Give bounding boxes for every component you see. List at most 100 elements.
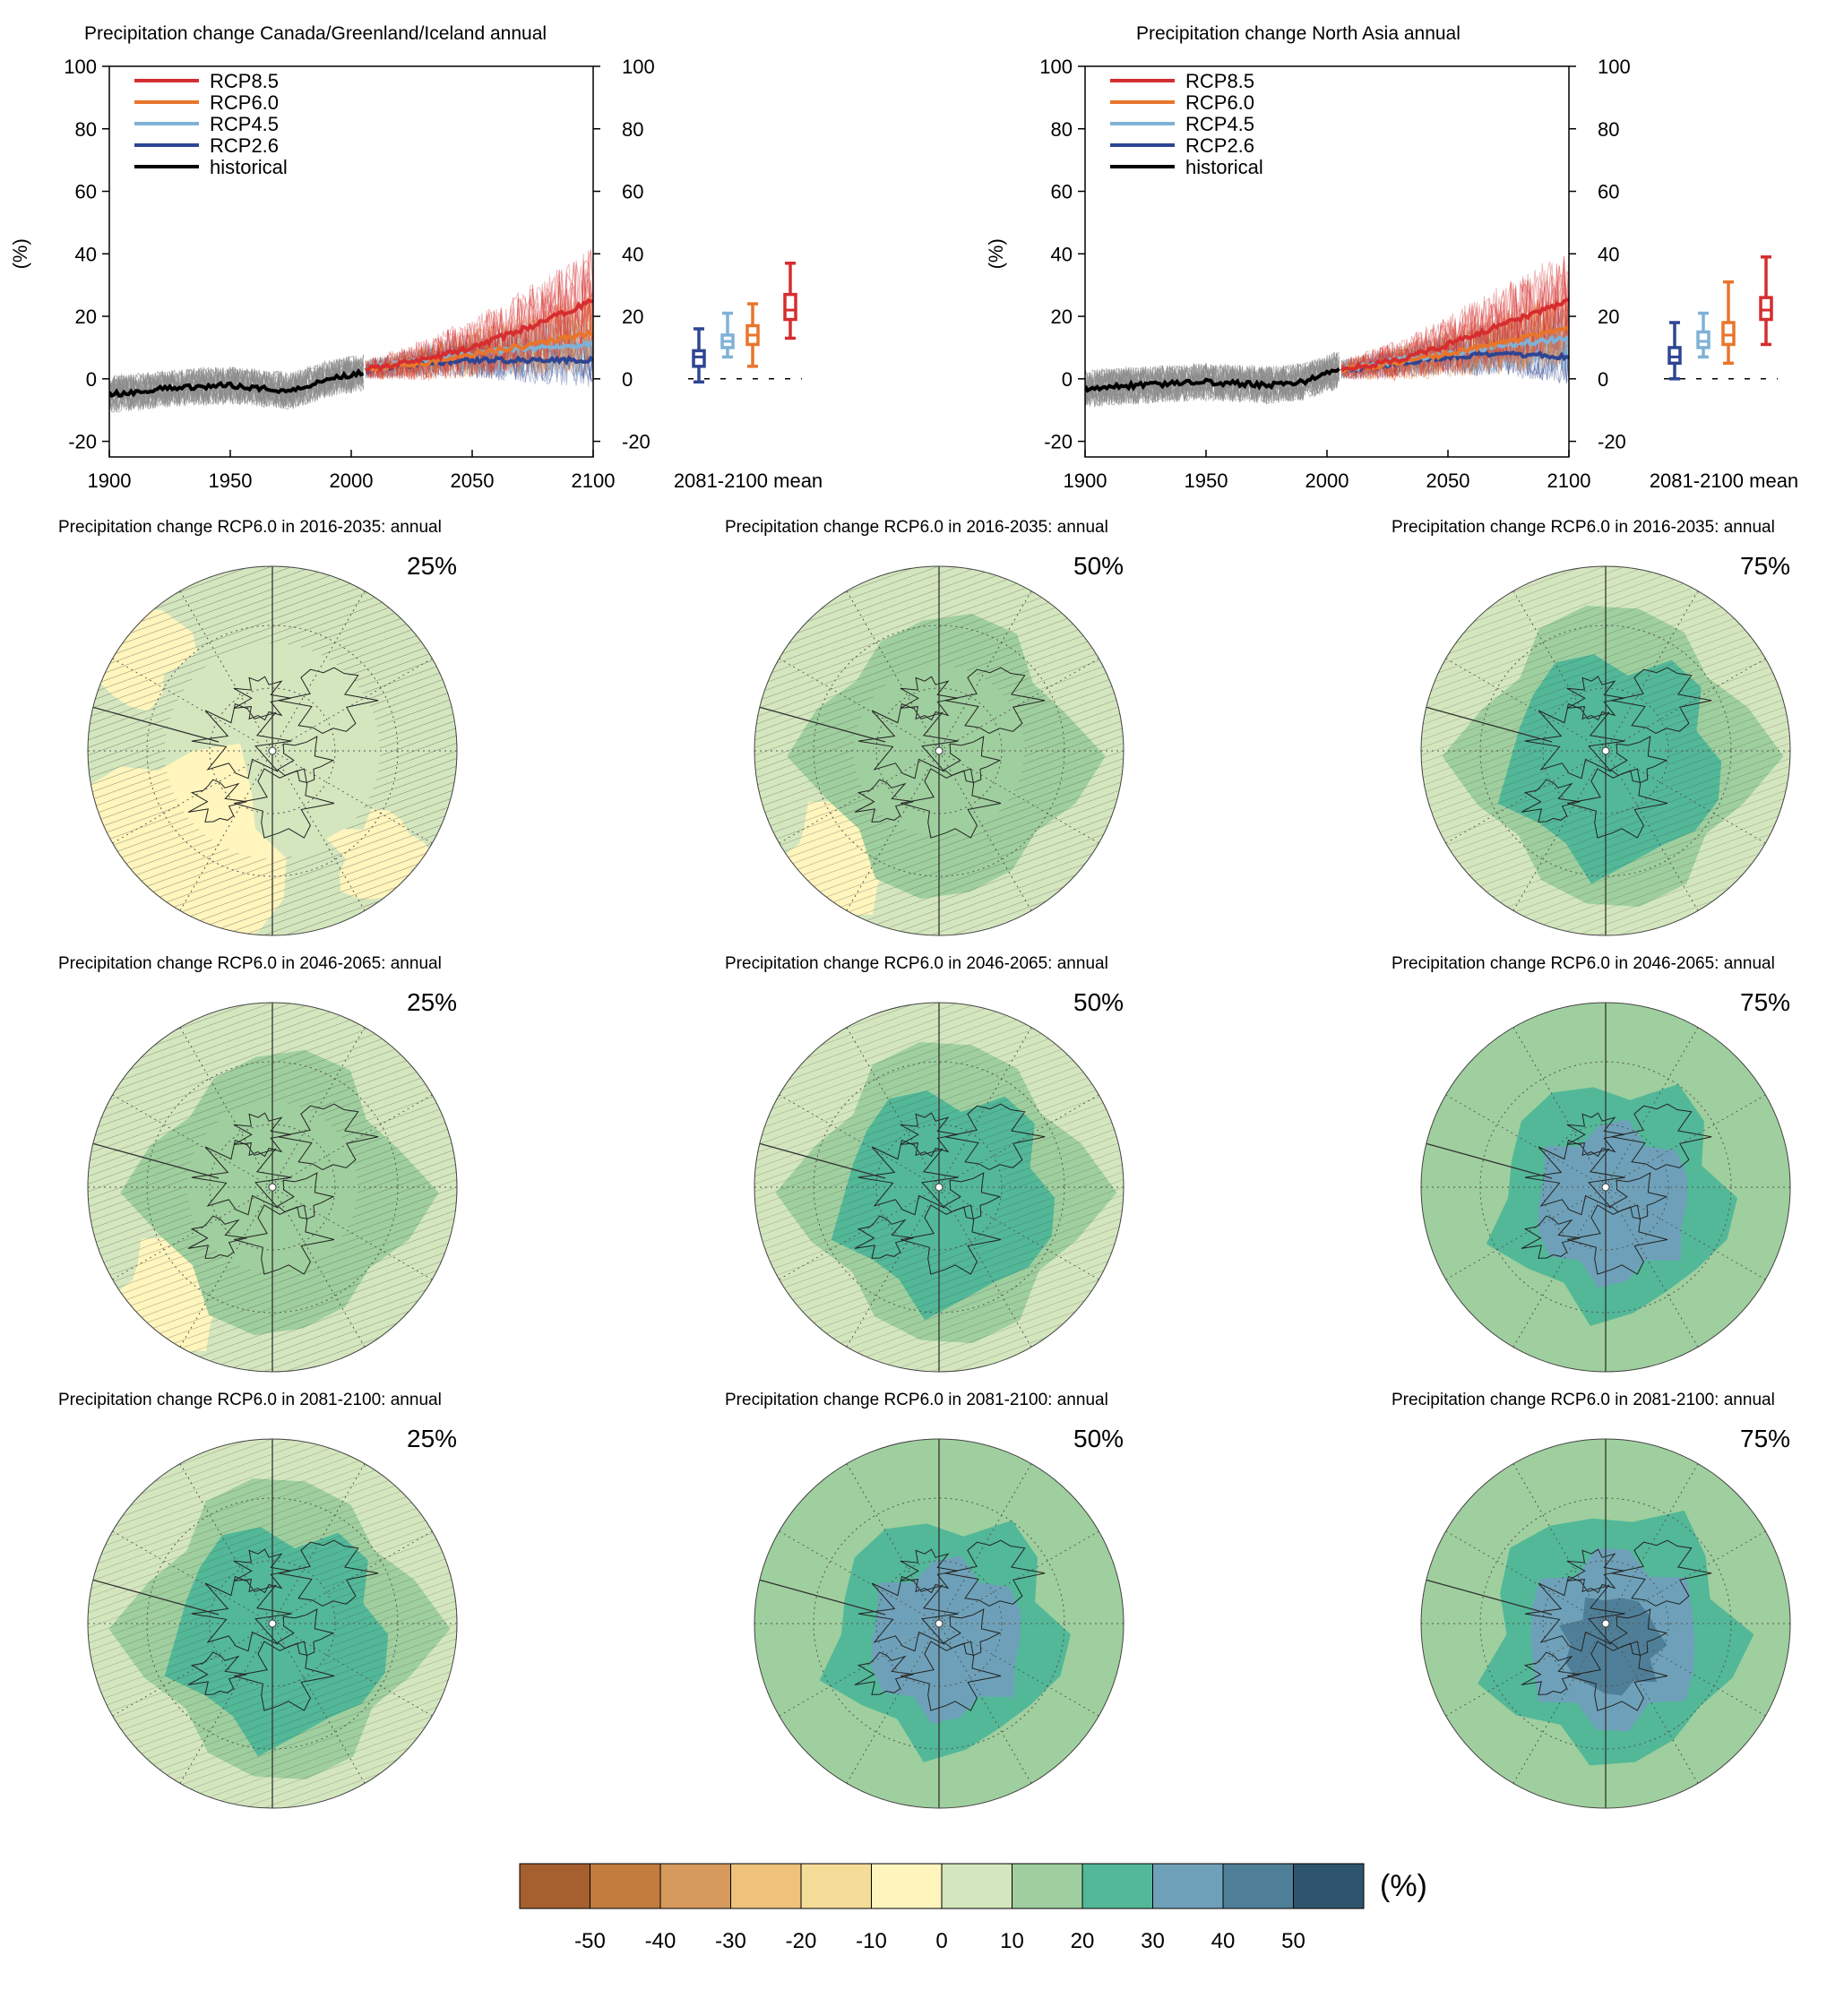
ensemble-member-rcp60 — [365, 296, 593, 383]
meridian — [938, 1186, 1032, 1348]
coastline — [278, 667, 379, 734]
legend-label: RCP2.6 — [1185, 134, 1254, 157]
meridian — [179, 750, 273, 911]
x-tick-label: 2100 — [572, 470, 616, 492]
meridian — [938, 750, 1032, 911]
boxplot-rcp26 — [1667, 321, 1682, 381]
hatching — [1421, 566, 1790, 935]
ensemble-member-rcp85 — [1340, 256, 1569, 380]
coastline — [1521, 779, 1581, 823]
percentile-label: 75% — [1740, 1425, 1791, 1452]
percentile-label: 25% — [407, 1425, 458, 1452]
boxplot-rcp45 — [1696, 311, 1710, 359]
legend-label: historical — [210, 156, 288, 178]
colorbar-swatch — [590, 1863, 661, 1909]
meridian — [1605, 1463, 1699, 1624]
coastline — [187, 1651, 247, 1695]
meridian — [846, 1623, 940, 1784]
meridian — [938, 1530, 1099, 1624]
coastline — [278, 1103, 379, 1170]
meridian — [271, 1623, 366, 1784]
coastline — [944, 1103, 1046, 1170]
series-line-rcp60 — [365, 329, 593, 373]
y-tick-label: 60 — [75, 181, 97, 203]
meridian — [271, 658, 433, 752]
map-title: Precipitation change RCP6.0 in 2016-2035… — [58, 518, 442, 537]
coastline — [1611, 1103, 1712, 1170]
y-tick-label: 0 — [86, 368, 97, 391]
coastline — [857, 702, 959, 780]
y-tick-label: 20 — [75, 306, 97, 328]
north-pole-marker — [268, 1619, 277, 1628]
coastline — [233, 1548, 291, 1594]
coastline — [234, 1641, 335, 1711]
colorbar-tick-label: 10 — [1000, 1929, 1024, 1953]
coastline — [900, 1641, 1002, 1711]
y-tick-label-right: 20 — [622, 306, 643, 328]
meridian — [779, 1530, 940, 1624]
polar-map — [754, 565, 1124, 936]
percentile-label: 75% — [1740, 552, 1791, 580]
timeseries-north-asia: -20 -20 0 0 20 20 40 40 60 60 80 80 100 100 1900 1950 20… — [985, 56, 1798, 492]
series-line-rcp85 — [1340, 297, 1569, 373]
map-title: Precipitation change RCP6.0 in 2046-2065… — [58, 954, 442, 973]
meridian — [1605, 750, 1766, 844]
boxplot-rcp60 — [745, 302, 760, 368]
wet-region-level-3 — [1538, 1119, 1688, 1288]
colorbar-swatch — [941, 1863, 1012, 1909]
y-tick-label-right: 100 — [622, 56, 655, 78]
y-tick-label: 40 — [75, 243, 97, 265]
colorbar-swatch — [1222, 1863, 1294, 1909]
map-border — [1420, 1002, 1791, 1373]
meridian — [1445, 1530, 1607, 1624]
map-border — [754, 1438, 1124, 1809]
colorbar: -50 -40 -30 -20 -10 0 10 20 30 40 50 (%) — [519, 1863, 1427, 1953]
boxplot-rcp26 — [692, 327, 706, 384]
map-title: Precipitation change RCP6.0 in 2016-2035… — [1392, 518, 1775, 537]
percentile-label: 50% — [1073, 552, 1124, 580]
north-pole-marker — [935, 1619, 944, 1628]
north-pole-marker — [935, 1183, 944, 1192]
x-tick-label: 1900 — [1064, 470, 1107, 492]
box-iqr — [1696, 330, 1710, 349]
y-tick-label-right: 40 — [1598, 243, 1619, 265]
percentile-label: 50% — [1073, 1425, 1124, 1452]
x-tick-label: 2050 — [1426, 470, 1470, 492]
map-border — [87, 1438, 458, 1809]
meridian — [938, 1623, 1099, 1717]
map-border — [1420, 1438, 1791, 1809]
legend-label: RCP4.5 — [210, 113, 279, 135]
y-tick-label: 0 — [1062, 368, 1073, 391]
meridian — [779, 1186, 940, 1280]
north-pole-marker — [1601, 746, 1610, 755]
ensemble-member-rcp85 — [365, 249, 593, 380]
ensemble-member-rcp45 — [1340, 308, 1569, 375]
meridian — [846, 1186, 940, 1348]
y-tick-label: 20 — [1051, 306, 1073, 328]
polar-map — [87, 1438, 458, 1809]
x-tick-label: 1900 — [88, 470, 132, 492]
north-pole-marker — [1601, 1619, 1610, 1628]
y-tick-label: -20 — [68, 431, 97, 453]
coastline — [857, 1575, 959, 1652]
meridian — [1605, 1623, 1699, 1784]
meridian — [179, 1027, 273, 1188]
y-tick-label-right: 20 — [1598, 306, 1619, 328]
coastline — [900, 1548, 958, 1594]
meridian — [938, 1094, 1099, 1188]
ensemble-member-historical — [109, 366, 364, 412]
meridian — [271, 750, 433, 844]
meridian — [846, 1027, 940, 1188]
y-tick-label-right: 60 — [1598, 181, 1619, 203]
wet-region-level-4 — [1559, 1597, 1667, 1696]
coastline — [854, 1651, 914, 1695]
colorbar-tick-label: 50 — [1281, 1929, 1305, 1953]
y-tick-label-right: 0 — [1598, 368, 1608, 391]
north-pole-marker — [268, 1183, 277, 1192]
coastline — [1521, 1215, 1581, 1259]
colorbar-swatch — [800, 1863, 872, 1909]
colorbar-swatch — [519, 1863, 590, 1909]
colorbar-tick-label: -50 — [574, 1929, 606, 1953]
ensemble-member-rcp45 — [1340, 308, 1569, 379]
legend-label: RCP6.0 — [210, 91, 279, 114]
